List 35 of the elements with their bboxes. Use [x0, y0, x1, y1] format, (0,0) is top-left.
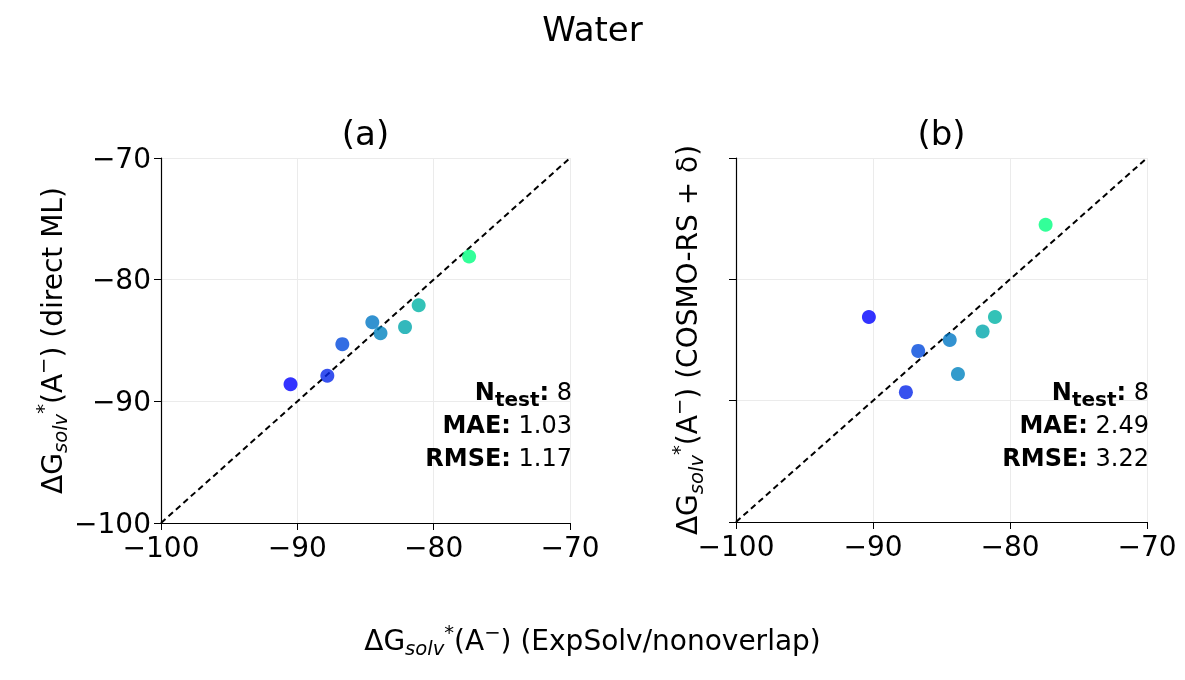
x-tick-label: −70 [540, 530, 600, 564]
annotation: MAE: 1.03 [442, 411, 572, 439]
annotation: MAE: 2.49 [1019, 411, 1149, 439]
point [987, 309, 1002, 324]
y-tick-label: −80 [91, 263, 151, 297]
y-tick-label: −90 [91, 384, 151, 418]
annotation: N$_{test}$: 8 [1051, 378, 1149, 411]
point [975, 324, 990, 339]
point [373, 326, 388, 341]
chart-subtitle: (a) [341, 113, 390, 153]
point [911, 343, 926, 358]
x-tick-label: −80 [404, 530, 464, 564]
x-tick-label: −90 [843, 529, 903, 563]
point [335, 337, 350, 352]
point [950, 366, 965, 381]
y-axis-title: ΔGsolv*(A−) (direct ML) [32, 187, 72, 494]
x-tick-label: −90 [267, 530, 327, 564]
point [411, 298, 426, 313]
annotation: RMSE: 1.17 [425, 444, 572, 472]
chart-subtitle: (b) [917, 113, 966, 153]
point [365, 315, 380, 330]
point [320, 368, 335, 383]
point [861, 309, 876, 324]
chart-title: Water [542, 9, 643, 49]
annotation: N$_{test}$: 8 [474, 378, 572, 411]
annotation: RMSE: 3.22 [1002, 444, 1149, 472]
point [942, 333, 957, 347]
point [462, 249, 477, 264]
x-tick-label: −80 [980, 529, 1040, 563]
x-tick-label: −70 [1117, 529, 1177, 563]
point [398, 320, 413, 335]
point [898, 385, 913, 400]
y-tick-label: −70 [91, 141, 151, 175]
point [1038, 217, 1053, 232]
point [283, 377, 298, 392]
